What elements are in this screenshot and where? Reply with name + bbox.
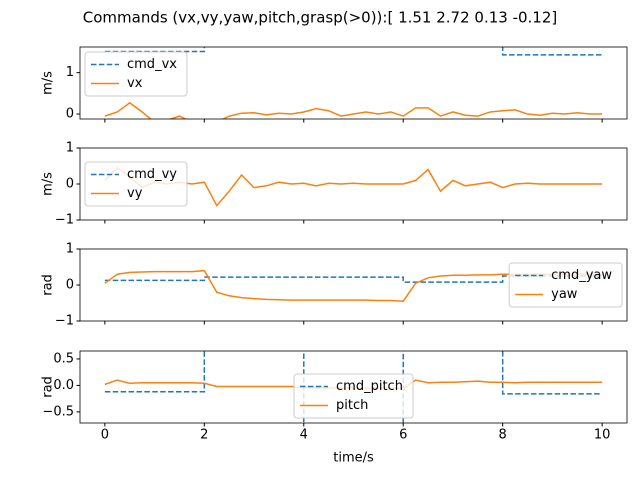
y-tick-label: 1 (66, 65, 74, 80)
legend-label: vy (127, 186, 143, 201)
legend-label: cmd_vy (127, 167, 177, 182)
y-tick-label: 0.5 (53, 351, 74, 366)
axes-frame (79, 350, 628, 424)
legend-label: vx (127, 76, 143, 91)
figure-title: Commands (vx,vy,yaw,pitch,grasp(>0)):[ 1… (83, 9, 558, 27)
x-axis-label: time/s (333, 451, 374, 466)
x-tick-label: 10 (594, 428, 611, 443)
y-axis-label: rad (41, 376, 56, 398)
series-line (104, 166, 603, 207)
y-axis-label: m/s (41, 71, 56, 95)
y-tick-label: 1 (66, 242, 74, 257)
legend-box (84, 51, 188, 97)
y-tick-label: 0.0 (53, 378, 74, 393)
axes-frame (79, 147, 628, 221)
series-line (104, 351, 603, 423)
x-tick-label: 8 (499, 428, 507, 443)
series-line (104, 101, 603, 119)
series-line (104, 47, 603, 56)
legend-label: cmd_pitch (336, 379, 403, 394)
y-tick-label: −1 (55, 213, 74, 228)
legend-label: pitch (336, 398, 368, 413)
x-tick-label: 4 (300, 428, 308, 443)
legend-box (84, 161, 188, 207)
y-tick-label: 1 (66, 141, 74, 156)
legend-label: yaw (551, 287, 578, 302)
y-tick-label: 0 (66, 107, 74, 122)
legend-label: cmd_yaw (551, 268, 612, 283)
y-tick-label: 0 (66, 278, 74, 293)
legend-box (293, 373, 414, 419)
x-tick-label: 0 (101, 428, 109, 443)
axes-frame (79, 46, 628, 120)
y-axis-label: m/s (41, 172, 56, 196)
x-tick-label: 6 (399, 428, 407, 443)
y-tick-label: −0.5 (42, 404, 74, 419)
x-tick-label: 2 (200, 428, 208, 443)
axes-frame (79, 248, 628, 322)
y-tick-label: −1 (55, 314, 74, 329)
legend-label: cmd_vx (127, 57, 177, 72)
y-axis-label: rad (41, 274, 56, 296)
legend-box (508, 262, 623, 308)
y-tick-label: 0 (66, 177, 74, 192)
